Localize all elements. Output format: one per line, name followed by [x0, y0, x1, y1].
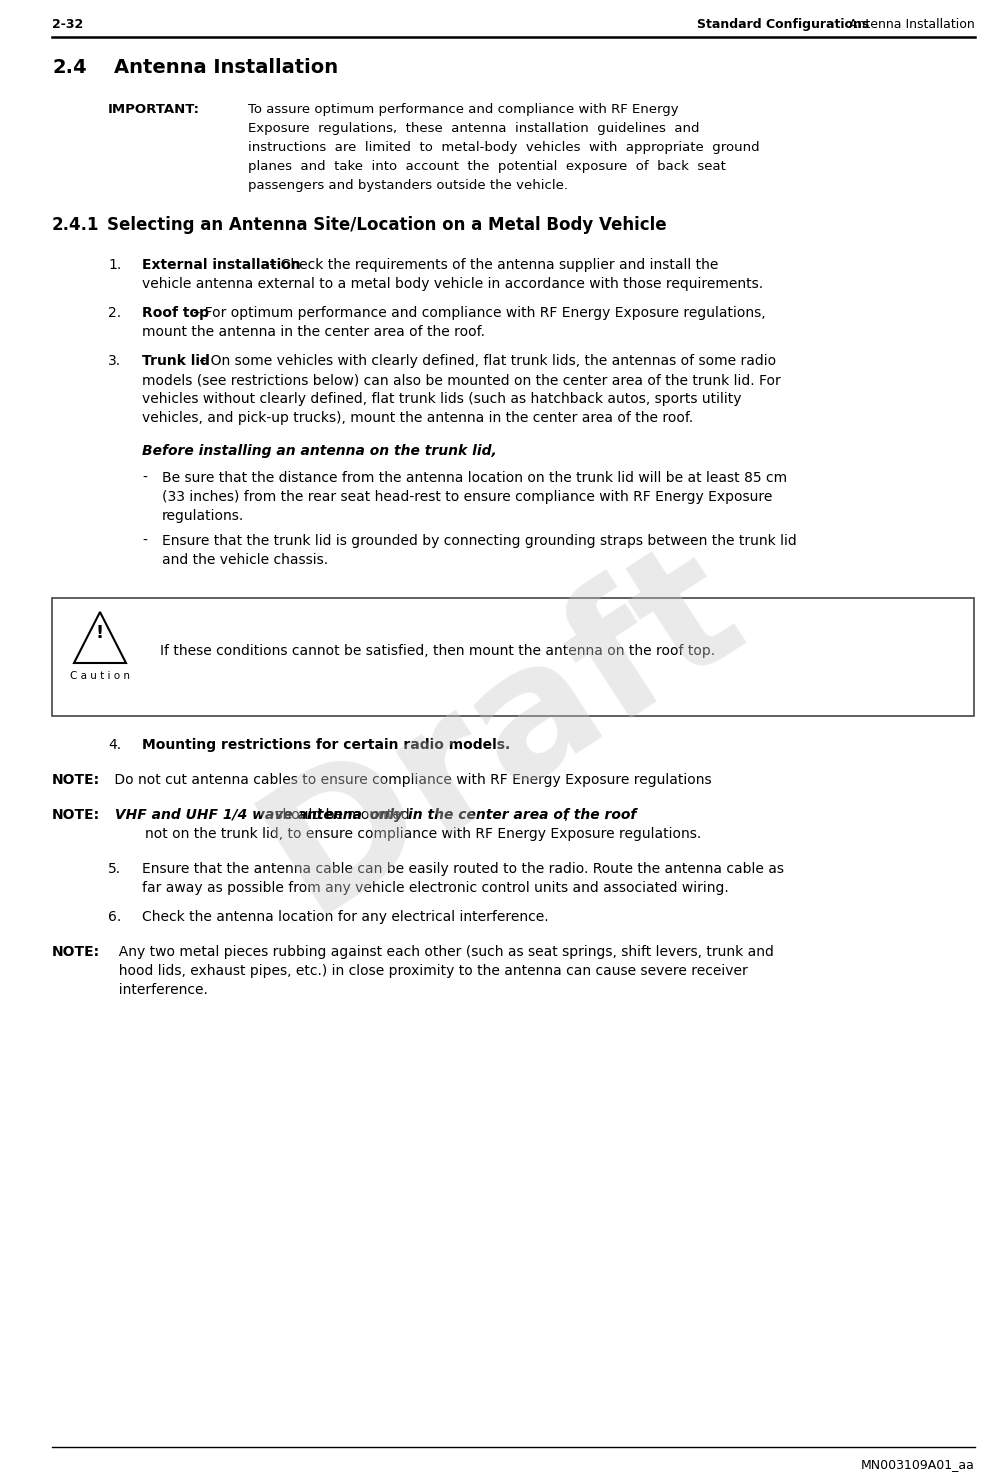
Text: – On some vehicles with clearly defined, flat trunk lids, the antennas of some r: – On some vehicles with clearly defined,… [194, 354, 775, 368]
Text: Roof top: Roof top [142, 306, 209, 320]
Bar [52, 598, 974, 716]
Text: VHF and UHF 1/4 wave antenna: VHF and UHF 1/4 wave antenna [110, 809, 362, 822]
Text: 2-32: 2-32 [52, 18, 84, 31]
Text: should be mounted: should be mounted [271, 809, 414, 822]
Text: instructions  are  limited  to  metal-body  vehicles  with  appropriate  ground: instructions are limited to metal-body v… [248, 141, 759, 155]
Text: -: - [142, 471, 147, 485]
Text: Mounting restrictions for certain radio models.: Mounting restrictions for certain radio … [142, 738, 511, 753]
Text: 6.: 6. [108, 910, 121, 924]
Text: NOTE:: NOTE: [52, 809, 100, 822]
Text: hood lids, exhaust pipes, etc.) in close proximity to the antenna can cause seve: hood lids, exhaust pipes, etc.) in close… [110, 963, 748, 978]
Text: External installation: External installation [142, 258, 301, 273]
Text: Do not cut antenna cables to ensure compliance with RF Energy Exposure regulatio: Do not cut antenna cables to ensure comp… [110, 773, 712, 787]
Text: models (see restrictions below) can also be mounted on the center area of the tr: models (see restrictions below) can also… [142, 373, 780, 387]
Text: planes  and  take  into  account  the  potential  exposure  of  back  seat: planes and take into account the potenti… [248, 161, 726, 172]
Text: C a u t i o n: C a u t i o n [70, 672, 130, 681]
Text: regulations.: regulations. [162, 510, 245, 523]
Text: Selecting an Antenna Site/Location on a Metal Body Vehicle: Selecting an Antenna Site/Location on a … [107, 217, 667, 234]
Text: not on the trunk lid, to ensure compliance with RF Energy Exposure regulations.: not on the trunk lid, to ensure complian… [110, 826, 701, 841]
Text: 3.: 3. [108, 354, 121, 368]
Text: NOTE:: NOTE: [52, 773, 100, 787]
Text: Ensure that the antenna cable can be easily routed to the radio. Route the anten: Ensure that the antenna cable can be eas… [142, 862, 784, 876]
Text: Standard Configurations: Standard Configurations [697, 18, 869, 31]
Text: -: - [142, 535, 147, 548]
Text: ,: , [564, 809, 568, 822]
Text: Ensure that the trunk lid is grounded by connecting grounding straps between the: Ensure that the trunk lid is grounded by… [162, 535, 797, 548]
Text: Antenna Installation: Antenna Installation [845, 18, 975, 31]
Text: (33 inches) from the rear seat head-rest to ensure compliance with RF Energy Exp: (33 inches) from the rear seat head-rest… [162, 491, 772, 504]
Text: Trunk lid: Trunk lid [142, 354, 209, 368]
Text: To assure optimum performance and compliance with RF Energy: To assure optimum performance and compli… [248, 103, 679, 116]
Text: 4.: 4. [108, 738, 121, 753]
Text: – For optimum performance and compliance with RF Energy Exposure regulations,: – For optimum performance and compliance… [188, 306, 765, 320]
Text: IMPORTANT:: IMPORTANT: [108, 103, 200, 116]
Text: Before installing an antenna on the trunk lid,: Before installing an antenna on the trun… [142, 443, 496, 458]
Text: – Check the requirements of the antenna supplier and install the: – Check the requirements of the antenna … [265, 258, 718, 273]
Text: vehicle antenna external to a metal body vehicle in accordance with those requir: vehicle antenna external to a metal body… [142, 277, 763, 292]
Text: Any two metal pieces rubbing against each other (such as seat springs, shift lev: Any two metal pieces rubbing against eac… [110, 946, 773, 959]
Text: Check the antenna location for any electrical interference.: Check the antenna location for any elect… [142, 910, 549, 924]
Text: and the vehicle chassis.: and the vehicle chassis. [162, 552, 328, 567]
Text: mount the antenna in the center area of the roof.: mount the antenna in the center area of … [142, 326, 485, 339]
Text: 1.: 1. [108, 258, 121, 273]
Text: only in the center area of the roof: only in the center area of the roof [370, 809, 636, 822]
Text: vehicles, and pick-up trucks), mount the antenna in the center area of the roof.: vehicles, and pick-up trucks), mount the… [142, 411, 693, 426]
Text: Antenna Installation: Antenna Installation [114, 57, 338, 77]
Text: !: ! [96, 625, 104, 642]
Text: 5.: 5. [108, 862, 121, 876]
Text: MN003109A01_aa: MN003109A01_aa [861, 1458, 975, 1472]
Text: far away as possible from any vehicle electronic control units and associated wi: far away as possible from any vehicle el… [142, 881, 729, 896]
Text: Draft: Draft [235, 513, 771, 947]
Text: Be sure that the distance from the antenna location on the trunk lid will be at : Be sure that the distance from the anten… [162, 471, 787, 485]
Text: passengers and bystanders outside the vehicle.: passengers and bystanders outside the ve… [248, 180, 568, 191]
Text: 2.: 2. [108, 306, 121, 320]
Text: If these conditions cannot be satisfied, then mount the antenna on the roof top.: If these conditions cannot be satisfied,… [160, 644, 715, 658]
Text: vehicles without clearly defined, flat trunk lids (such as hatchback autos, spor: vehicles without clearly defined, flat t… [142, 392, 741, 407]
Text: 2.4: 2.4 [52, 57, 87, 77]
Text: interference.: interference. [110, 982, 207, 997]
Text: 2.4.1: 2.4.1 [52, 217, 100, 234]
Text: NOTE:: NOTE: [52, 946, 100, 959]
Text: Exposure  regulations,  these  antenna  installation  guidelines  and: Exposure regulations, these antenna inst… [248, 122, 700, 136]
